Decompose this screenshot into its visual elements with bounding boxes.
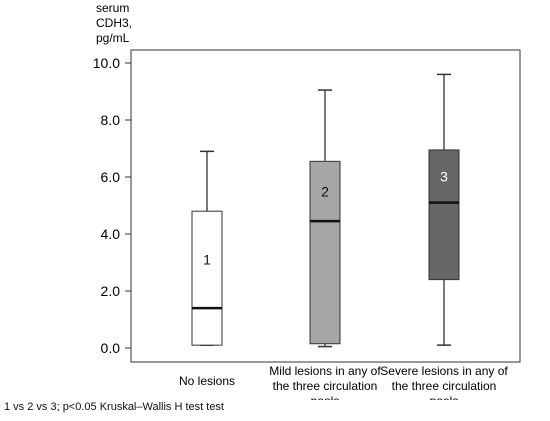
y-tick-label: 6.0 xyxy=(101,169,121,185)
category-label: Severe lesions in any of the three circul… xyxy=(380,364,508,400)
y-axis-ticks: 0.0 2.0 4.0 6.0 8.0 10.0 xyxy=(93,55,131,356)
category-label-line: Severe lesions in any of xyxy=(380,364,508,378)
iqr-box xyxy=(191,210,223,346)
boxes: 1 2 3 xyxy=(191,73,460,348)
y-axis-label-line: CDH3, xyxy=(96,16,132,30)
iqr-box xyxy=(428,149,460,281)
category-label-line: the three circulation xyxy=(273,379,378,393)
y-tick-label: 0.0 xyxy=(101,340,121,356)
y-tick-label: 4.0 xyxy=(101,226,121,242)
category-label-line: pools xyxy=(311,394,340,400)
y-tick-label: 10.0 xyxy=(93,55,120,71)
category-label-line: No lesions xyxy=(179,374,235,388)
category-label-line: Mild lesions in any of xyxy=(269,364,381,378)
category-label: Mild lesions in any of the three circulat… xyxy=(269,364,381,400)
box-label: 3 xyxy=(440,168,448,184)
box-group-2: 2 xyxy=(309,89,341,348)
y-axis-label-line: serum xyxy=(96,1,129,15)
box-group-3: 3 xyxy=(428,73,460,346)
y-tick-label: 8.0 xyxy=(101,112,121,128)
y-axis-label-line: pg/mL xyxy=(96,31,130,45)
footnote: 1 vs 2 vs 3; p<0.05 Kruskal–Wallis H tes… xyxy=(4,401,224,413)
y-tick-label: 2.0 xyxy=(101,283,121,299)
box-group-1: 1 xyxy=(191,150,223,346)
box-label: 1 xyxy=(203,252,211,268)
box-label: 2 xyxy=(321,183,329,199)
plot-frame xyxy=(130,49,521,363)
category-label-line: the three circulation xyxy=(392,379,497,393)
category-label-line: pools xyxy=(430,394,459,400)
category-label: No lesions xyxy=(179,374,235,388)
iqr-box xyxy=(309,160,341,345)
